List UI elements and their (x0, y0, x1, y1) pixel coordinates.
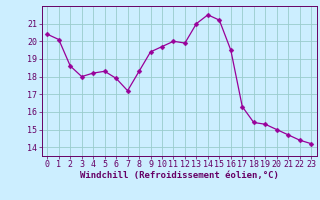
X-axis label: Windchill (Refroidissement éolien,°C): Windchill (Refroidissement éolien,°C) (80, 171, 279, 180)
